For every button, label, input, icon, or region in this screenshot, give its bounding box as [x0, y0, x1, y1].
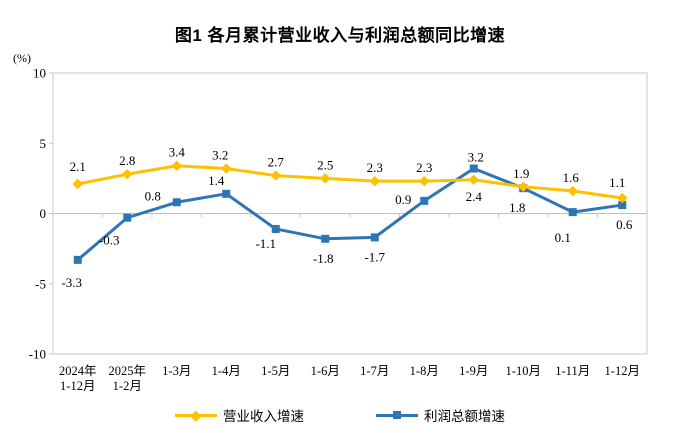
- legend-label-profit: 利润总额增速: [424, 409, 505, 424]
- data-label: 1.8: [509, 200, 525, 215]
- data-point-square: [321, 234, 330, 243]
- legend-item-profit: 利润总额增速: [376, 405, 505, 425]
- data-point-square: [123, 213, 132, 222]
- data-point-square: [618, 201, 627, 210]
- y-axis-unit-label: (%): [13, 51, 31, 65]
- y-axis-tick-label: 0: [40, 206, 47, 221]
- data-point-diamond: [369, 175, 380, 187]
- data-label: 2.5: [317, 157, 333, 172]
- x-axis-label: 1-5月: [261, 364, 290, 378]
- data-point-square: [222, 189, 231, 198]
- data-label: -0.3: [99, 233, 120, 248]
- data-label: 0.8: [145, 188, 161, 203]
- data-point-diamond: [122, 168, 133, 180]
- x-axis-label: 2024年: [59, 364, 97, 378]
- x-axis-label: 1-7月: [360, 364, 389, 378]
- data-point-square: [420, 196, 429, 205]
- data-point-square: [172, 198, 181, 207]
- x-axis-label: 1-12月: [60, 379, 95, 393]
- x-axis-label: 1-4月: [212, 364, 241, 378]
- x-axis-label: 1-6月: [311, 364, 340, 378]
- profit-line-swatch: [376, 411, 418, 419]
- y-axis-tick-label: -10: [29, 347, 46, 362]
- data-point-square: [271, 224, 280, 233]
- data-point-diamond: [567, 185, 578, 197]
- data-label: 0.1: [555, 230, 571, 245]
- x-axis-label: 1-3月: [162, 364, 191, 378]
- legend-item-revenue: 营业收入增速: [175, 405, 304, 425]
- data-point-diamond: [518, 181, 529, 193]
- data-label: 2.3: [416, 160, 432, 175]
- data-label: 2.8: [119, 153, 135, 168]
- data-label: 2.3: [367, 160, 383, 175]
- y-axis-tick-label: 10: [33, 66, 46, 81]
- revenue-line-swatch: [175, 409, 217, 421]
- x-axis-label: 1-12月: [605, 364, 640, 378]
- data-label: 0.9: [395, 192, 411, 207]
- chart-legend: 营业收入增速 利润总额增速: [0, 405, 680, 425]
- chart-title: 图1 各月累计营业收入与利润总额同比增速: [174, 26, 506, 45]
- data-label: 1.9: [513, 166, 529, 181]
- data-label: 1.6: [563, 170, 580, 185]
- data-point-diamond: [221, 163, 232, 174]
- data-point-diamond: [320, 173, 331, 184]
- data-point-square: [568, 208, 577, 217]
- data-label: -1.7: [364, 249, 385, 264]
- y-axis-tick-label: 5: [40, 136, 47, 151]
- data-label: 2.7: [268, 155, 285, 170]
- data-label: -1.8: [313, 251, 334, 266]
- data-point-diamond: [617, 192, 628, 204]
- revenue-diamond-marker-icon: [190, 409, 202, 421]
- data-label: 3.4: [169, 145, 186, 160]
- data-point-diamond: [468, 174, 479, 185]
- x-axis-label: 1-2月: [113, 379, 142, 393]
- data-point-square: [73, 255, 82, 264]
- data-label: 2.4: [466, 189, 483, 204]
- data-label: 3.2: [468, 150, 484, 165]
- data-label: -3.3: [61, 275, 82, 290]
- data-point-diamond: [171, 160, 182, 171]
- y-axis-tick-label: -5: [35, 276, 46, 291]
- data-label: 0.6: [616, 217, 633, 232]
- data-label: 1.4: [208, 173, 225, 188]
- x-axis-label: 1-10月: [506, 364, 541, 378]
- x-axis-label: 1-9月: [459, 364, 488, 378]
- series-line-diamond: [77, 164, 623, 200]
- x-axis-label: 2025年: [108, 364, 146, 378]
- x-axis-label: 1-8月: [410, 364, 439, 378]
- data-point-square: [370, 233, 379, 242]
- series-line-square: [76, 167, 623, 262]
- profit-square-marker-icon: [393, 411, 401, 419]
- legend-label-revenue: 营业收入增速: [223, 409, 304, 424]
- data-label: 2.1: [70, 159, 86, 174]
- data-point-diamond: [270, 170, 281, 181]
- data-point-square: [469, 164, 478, 173]
- data-point-diamond: [419, 175, 430, 187]
- data-label: -1.1: [255, 236, 276, 251]
- data-label: 3.2: [212, 148, 228, 163]
- data-label: 1.1: [609, 175, 625, 190]
- data-point-diamond: [72, 178, 83, 190]
- x-axis-label: 1-11月: [555, 364, 590, 378]
